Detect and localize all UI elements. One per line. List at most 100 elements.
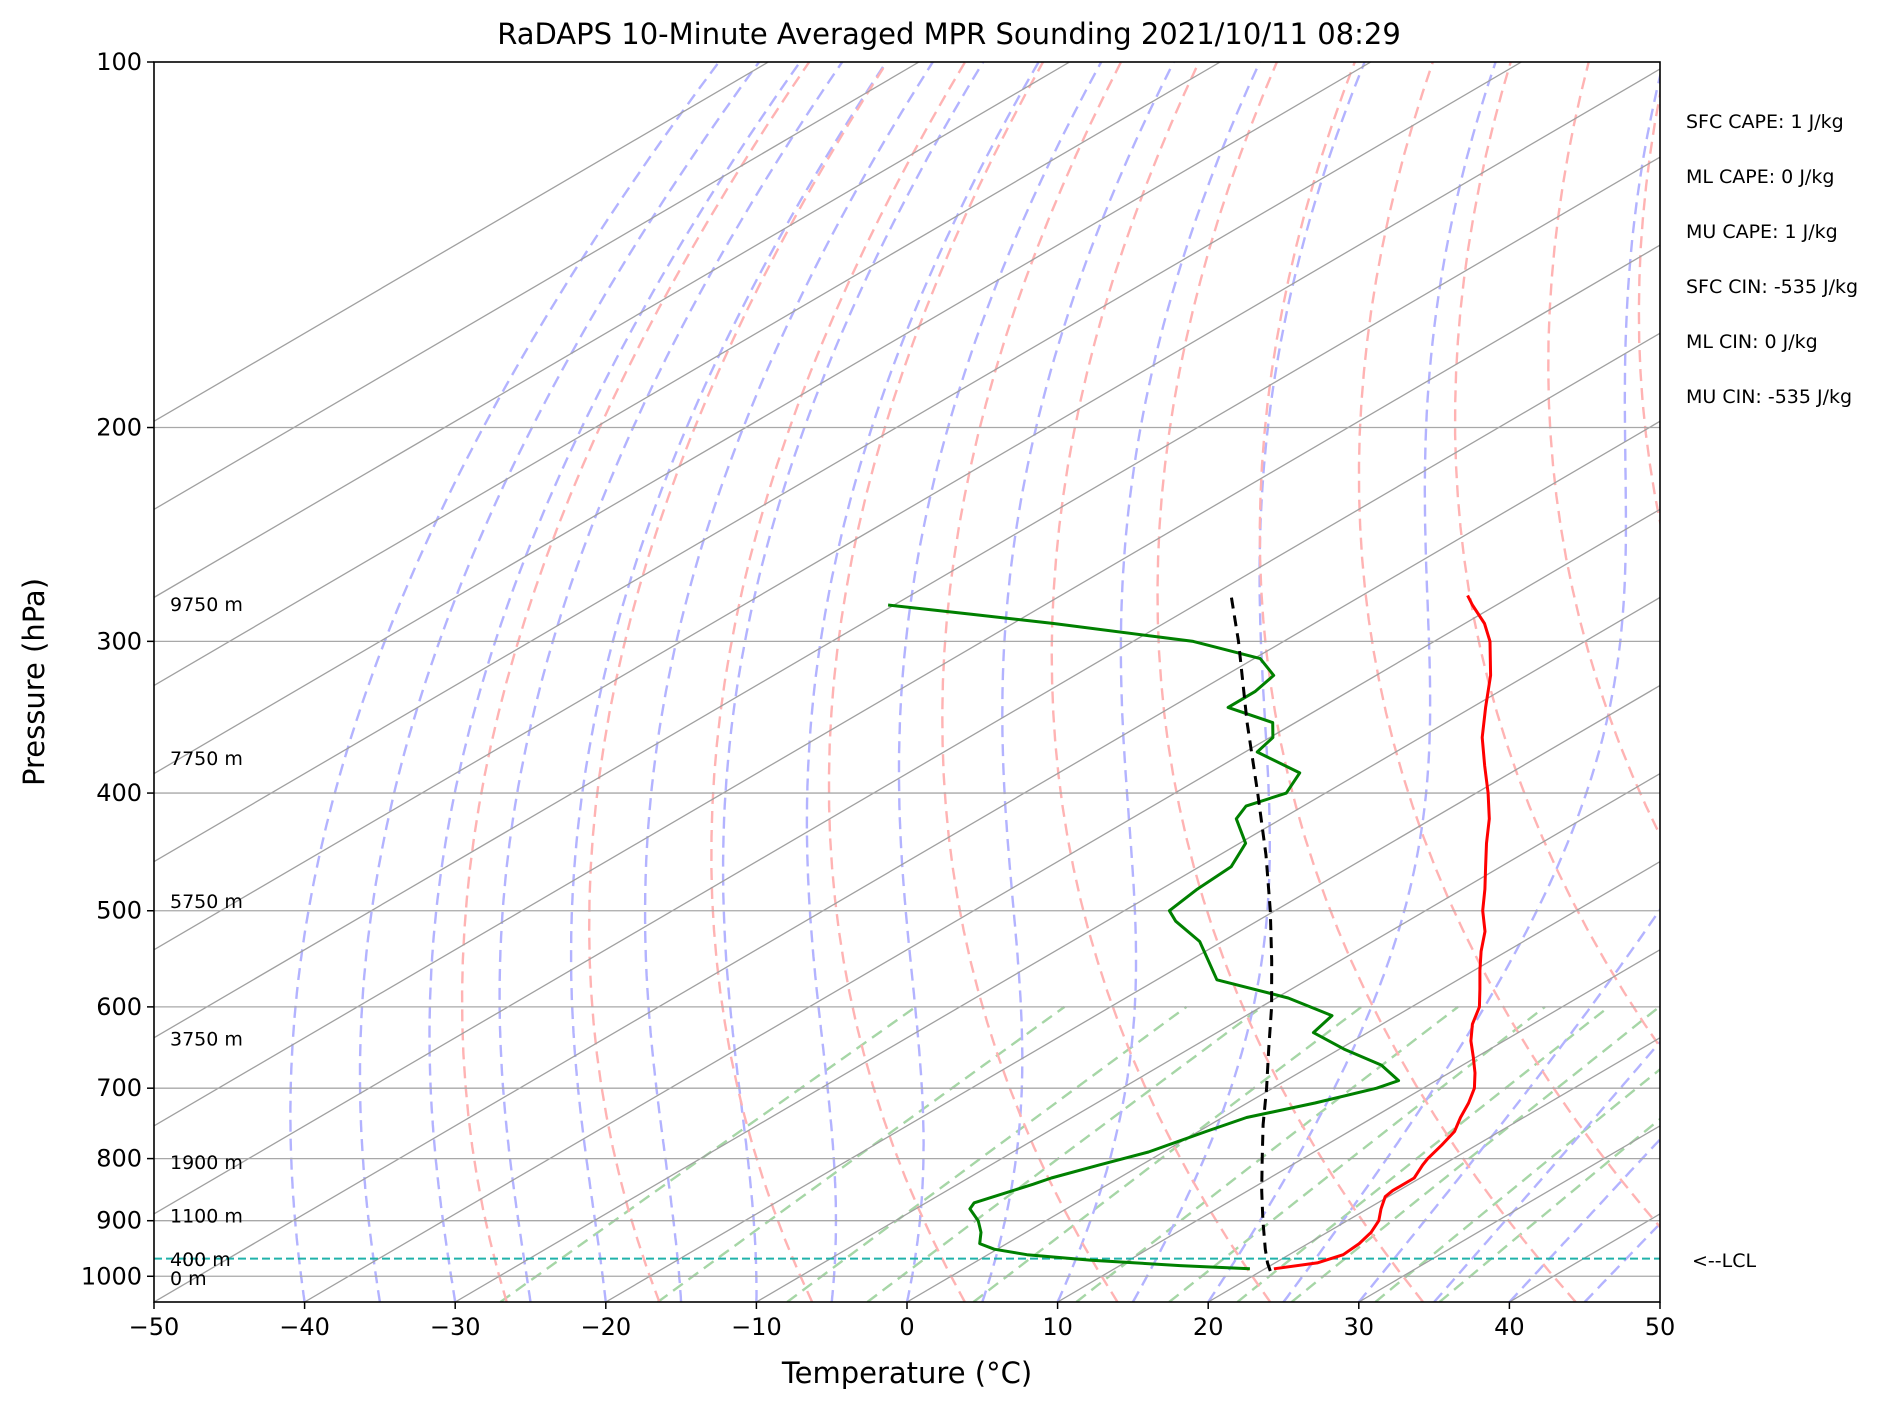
x-tick-label: 30 [1344,1313,1375,1341]
moist-adiabat [358,62,760,1302]
index-label: MU CIN: -535 J/kg [1686,386,1852,408]
moist-adiabat [289,62,720,1302]
x-tick-label: −30 [430,1313,481,1341]
height-label: 0 m [170,1268,207,1290]
dry-adiabat [587,62,889,1302]
moist-adiabat [498,62,844,1302]
moist-adiabat [1433,1040,1660,1302]
isotherm-line [154,332,1660,1215]
mixing-ratio-line [657,1005,1066,1302]
y-tick-label: 700 [96,1074,142,1102]
dry-adiabat [827,62,1045,1302]
isotherm-line [906,860,1660,1302]
dry-adiabat [1547,62,1660,838]
height-label: 7750 m [170,748,243,770]
dry-adiabat [1050,62,1272,1302]
mixing-ratio-line [786,1005,1188,1302]
index-label: ML CIN: 0 J/kg [1686,331,1818,353]
dry-adiabat [1813,62,1899,1302]
height-label: 5750 m [170,891,243,913]
x-tick-label: −50 [129,1313,180,1341]
mixing-ratio-line [1168,1005,1546,1302]
moist-adiabat [1357,907,1660,1302]
y-axis-ticks: 100 200 300 400 500 600 700 800 900 1000 [81,48,154,1290]
index-label: SFC CAPE: 1 J/kg [1686,111,1844,133]
isotherm-line [154,62,769,423]
height-label: 3750 m [170,1028,243,1050]
y-tick-label: 100 [96,48,142,76]
x-tick-label: 50 [1645,1313,1676,1341]
dry-adiabats [460,62,1899,1302]
height-label: 400 m [170,1249,231,1271]
x-tick-label: −10 [731,1313,782,1341]
x-tick-label: 20 [1193,1313,1224,1341]
y-tick-label: 800 [96,1145,142,1173]
chart-title: RaDAPS 10-Minute Averaged MPR Sounding 2… [497,17,1401,51]
y-axis-label: Pressure (hPa) [17,578,51,786]
isotherm-line [154,62,1221,687]
instability-indices: SFC CAPE: 1 J/kg ML CAPE: 0 J/kg MU CAPE: … [1686,111,1858,408]
dry-adiabat [1453,62,1660,1049]
isotherm-line [1659,1301,1660,1302]
moist-adiabat [569,62,888,1302]
isotherm-line [1811,62,1899,1302]
height-label: 9750 m [170,594,243,616]
height-label: 1900 m [170,1152,243,1174]
isotherm-line [1358,1125,1660,1302]
y-tick-label: 900 [96,1207,142,1235]
mixing-ratio-line [866,1005,1263,1302]
isobar-gridlines [154,426,1660,1277]
isotherm-gridlines [154,62,1899,1302]
dry-adiabat [941,62,1123,1302]
moist-adiabat [643,62,934,1302]
y-tick-label: 300 [96,627,142,655]
sounding-profiles [887,594,1493,1272]
moist-adiabat [981,62,1175,1302]
x-tick-label: −40 [279,1313,330,1341]
mixing-ratio-lines [499,1005,1660,1302]
moist-adiabat [805,62,1040,1302]
isotherm-line [154,68,1660,951]
isotherm-line [154,244,1660,1127]
index-label: MU CAPE: 1 J/kg [1686,221,1838,243]
x-tick-label: 10 [1042,1313,1073,1341]
height-label: 1100 m [170,1206,243,1228]
moist-adiabat [428,62,801,1302]
moist-adiabats [289,62,1660,1302]
isotherm-line [154,62,1522,863]
dry-adiabat [1357,62,1660,1229]
mixing-ratio-line [1290,1005,1660,1302]
lcl-label: <--LCL [1692,1250,1756,1272]
dry-adiabat [1258,62,1577,1302]
dry-adiabat [1156,62,1424,1302]
isotherm-line [1509,1213,1660,1302]
x-axis-ticks: −50 −40 −30 −20 −10 0 10 20 30 40 50 [129,1302,1676,1341]
isotherm-line [154,62,1070,599]
y-tick-label: 200 [96,414,142,442]
isotherm-line [154,62,1372,775]
y-tick-label: 1000 [81,1262,142,1290]
index-label: ML CAPE: 0 J/kg [1686,166,1834,188]
isotherm-line [154,420,1660,1302]
temperature-profile [1273,594,1493,1271]
isotherm-line [154,156,1660,1039]
dry-adiabat [1637,88,1660,528]
isotherm-line [1207,1037,1660,1302]
moist-adiabat [1056,62,1261,1302]
y-tick-label: 500 [96,897,142,925]
moist-adiabat [897,62,1103,1302]
dewpoint-profile [887,603,1401,1271]
mixing-ratio-line [1438,1117,1660,1302]
dry-adiabat [460,62,811,1302]
mixing-ratio-line [1075,1005,1459,1302]
parcel-profile [1229,595,1274,1272]
mixing-ratio-line [1374,1067,1660,1302]
x-tick-label: −20 [580,1313,631,1341]
height-labels: 9750 m 7750 m 5750 m 3750 m 1900 m 1100 m 400 … [170,594,243,1290]
moist-adiabat [1282,71,1660,1302]
mixing-ratio-line [1236,1005,1610,1302]
x-tick-label: 0 [899,1313,914,1341]
plot-area [154,62,1899,1302]
isotherm-line [454,596,1660,1302]
